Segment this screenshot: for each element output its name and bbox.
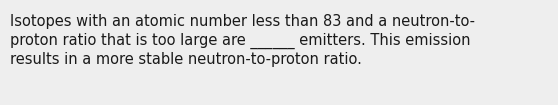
Text: Isotopes with an atomic number less than 83 and a neutron-to-: Isotopes with an atomic number less than… xyxy=(10,14,475,29)
Text: results in a more stable neutron-to-proton ratio.: results in a more stable neutron-to-prot… xyxy=(10,52,362,67)
Text: proton ratio that is too large are ______ emitters. This emission: proton ratio that is too large are _____… xyxy=(10,33,470,49)
